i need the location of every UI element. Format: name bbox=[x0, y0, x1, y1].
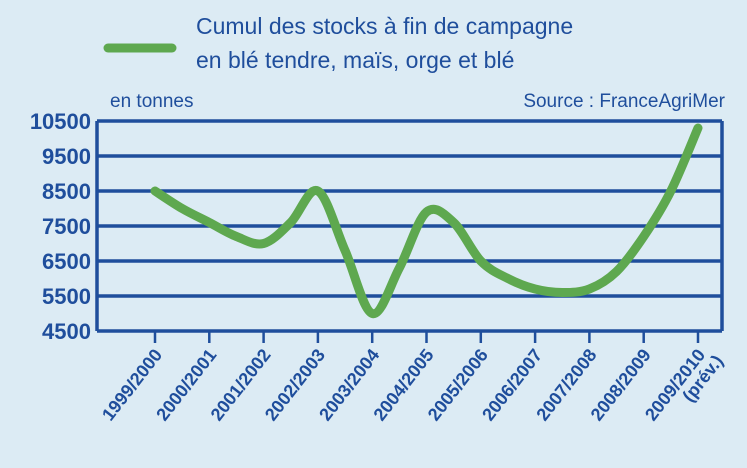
series-line-0 bbox=[150, 123, 703, 318]
legend-text-line2: en blé tendre, maïs, orge et blé bbox=[196, 47, 514, 73]
y-tick-label: 7500 bbox=[42, 214, 91, 239]
y-axis-ticks: 4500 5500 6500 7500 8500 9500 10500 bbox=[30, 109, 91, 344]
y-tick-label: 8500 bbox=[42, 179, 91, 204]
legend-text-line1: Cumul des stocks à fin de campagne bbox=[196, 13, 573, 39]
source-label: Source : FranceAgriMer bbox=[523, 91, 725, 112]
y-tick-label: 5500 bbox=[42, 284, 91, 309]
y-tick-label: 9500 bbox=[42, 144, 91, 169]
y-tick-label: 10500 bbox=[30, 109, 91, 134]
grid bbox=[95, 119, 724, 333]
unit-label: en tonnes bbox=[110, 91, 193, 112]
y-tick-label: 4500 bbox=[42, 319, 91, 344]
x-axis-ticks: 1999/20002000/20012001/20022002/20032003… bbox=[98, 331, 727, 425]
series-group bbox=[150, 123, 703, 318]
legend: Cumul des stocks à fin de campagne en bl… bbox=[103, 13, 573, 73]
y-tick-label: 6500 bbox=[42, 249, 91, 274]
